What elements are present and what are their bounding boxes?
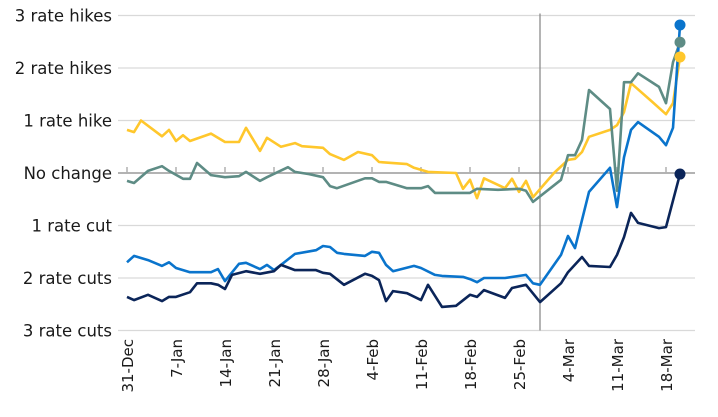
- y-tick-label: No change: [24, 164, 112, 183]
- y-axis-labels: 3 rate hikes 2 rate hikes 1 rate hike No ch…: [15, 7, 113, 341]
- series-line-2: [126, 41, 682, 204]
- y-tick-label: 2 rate hikes: [15, 59, 112, 78]
- series-lines: [126, 19, 686, 309]
- series-end-point-1: [674, 51, 686, 63]
- series-end-point-3: [674, 19, 686, 31]
- x-tick-label: 4-Mar: [560, 338, 578, 382]
- series-line-4: [126, 173, 682, 309]
- series-end-point-4: [674, 168, 686, 180]
- gridlines: [118, 14, 695, 332]
- y-tick-label: 3 rate cuts: [23, 322, 112, 341]
- y-tick-label: 1 rate hike: [23, 112, 112, 131]
- series-line-1: [126, 56, 682, 200]
- x-tick-label: 14-Jan: [217, 339, 235, 387]
- x-tick-label: 18-Mar: [658, 338, 676, 392]
- y-tick-label: 3 rate hikes: [15, 7, 112, 26]
- x-axis: 31-Dec 7-Jan 14-Jan 21-Jan 28-Jan 4-Feb 11-Feb…: [119, 167, 676, 393]
- x-tick-label: 7-Jan: [168, 339, 186, 378]
- x-tick-label: 11-Feb: [413, 339, 431, 390]
- x-tick-label: 31-Dec: [119, 339, 137, 393]
- x-tick-label: 21-Jan: [266, 339, 284, 387]
- series-line-3: [126, 24, 682, 287]
- x-tick-label: 28-Jan: [315, 339, 333, 387]
- y-tick-label: 1 rate cut: [31, 217, 112, 236]
- y-tick-label: 2 rate cuts: [23, 269, 112, 288]
- x-tick-label: 4-Feb: [364, 339, 382, 381]
- x-tick-label: 25-Feb: [511, 339, 529, 390]
- series-end-point-2: [674, 36, 686, 48]
- x-tick-label: 11-Mar: [609, 338, 627, 392]
- x-tick-label: 18-Feb: [462, 339, 480, 390]
